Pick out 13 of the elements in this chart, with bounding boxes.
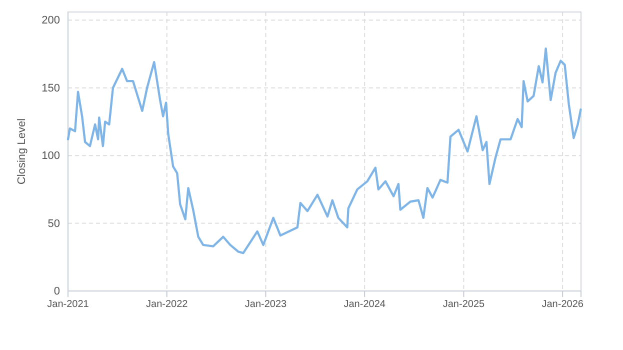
line-series xyxy=(66,47,582,254)
x-tick-label: Jan-2021 xyxy=(47,299,90,310)
x-tick-label: Jan-2022 xyxy=(146,299,188,310)
y-axis-title: Closing Level xyxy=(16,118,28,185)
y-tick-label: 150 xyxy=(42,82,60,94)
y-tick-label: 50 xyxy=(48,218,60,230)
x-tick-label: Jan-2024 xyxy=(344,299,386,310)
y-tick-label: 100 xyxy=(42,150,60,162)
y-tick-label: 200 xyxy=(42,14,60,27)
x-tick-label: Jan-2025 xyxy=(442,299,486,310)
x-tick-label: Jan-2023 xyxy=(244,299,288,310)
x-tick-label: Jan-2026 xyxy=(542,299,584,310)
y-tick-label: 0 xyxy=(54,286,60,298)
